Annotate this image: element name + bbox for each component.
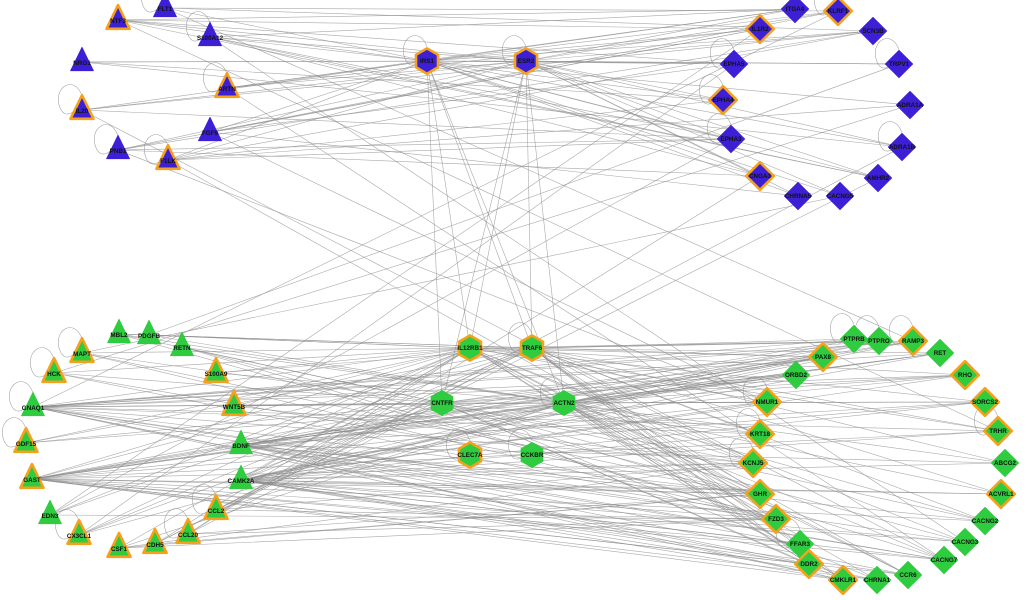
svg-text:CDH5: CDH5 (146, 542, 164, 549)
svg-text:IL1R2: IL1R2 (751, 26, 769, 33)
svg-text:CSF1: CSF1 (111, 546, 128, 553)
svg-text:FLT1: FLT1 (158, 6, 173, 13)
svg-text:CNTFR: CNTFR (431, 400, 453, 407)
svg-text:EPHA5: EPHA5 (724, 61, 745, 68)
svg-text:MBL2: MBL2 (110, 332, 128, 339)
svg-text:S100A12: S100A12 (197, 35, 224, 42)
svg-text:FZD3: FZD3 (768, 516, 784, 523)
svg-text:IRS1: IRS1 (420, 58, 434, 65)
svg-text:TRHR: TRHR (989, 428, 1007, 435)
svg-text:PTPRB: PTPRB (843, 336, 865, 343)
svg-text:NRG1: NRG1 (73, 60, 91, 67)
svg-text:CCR6: CCR6 (899, 572, 917, 579)
svg-text:SORCS2: SORCS2 (972, 399, 998, 406)
svg-text:DDR2: DDR2 (800, 561, 818, 568)
svg-text:ITGA4: ITGA4 (786, 6, 805, 13)
svg-text:RETN: RETN (173, 345, 191, 352)
svg-text:ADRA1B: ADRA1B (889, 144, 916, 151)
svg-text:CHRNA1: CHRNA1 (864, 577, 891, 584)
svg-text:NTF3: NTF3 (110, 18, 126, 25)
svg-text:KRT18: KRT18 (750, 431, 770, 438)
svg-text:CACNG2: CACNG2 (972, 518, 999, 525)
svg-text:TRAF6: TRAF6 (522, 345, 543, 352)
svg-text:KCNJ5: KCNJ5 (743, 460, 764, 467)
svg-text:CNGA3: CNGA3 (749, 173, 772, 180)
svg-text:CHRNA5: CHRNA5 (785, 193, 812, 200)
svg-text:CCL2: CCL2 (208, 508, 225, 515)
svg-text:GHR: GHR (753, 491, 767, 498)
svg-text:WNT5B: WNT5B (223, 404, 246, 411)
svg-text:PTPRO: PTPRO (868, 338, 890, 345)
svg-text:IL12RB1: IL12RB1 (457, 345, 483, 352)
svg-text:CACNG7: CACNG7 (931, 557, 958, 564)
svg-text:PAX8: PAX8 (815, 354, 831, 361)
svg-text:CCKBR: CCKBR (521, 452, 544, 459)
svg-text:CMKLR1: CMKLR1 (830, 577, 857, 584)
svg-text:GNAQ1: GNAQ1 (22, 405, 45, 412)
svg-text:RET: RET (934, 350, 947, 357)
svg-text:ADRA1A: ADRA1A (897, 102, 924, 109)
svg-text:TRPV1: TRPV1 (889, 61, 910, 68)
svg-text:IL20: IL20 (76, 108, 89, 115)
svg-text:AMHR2: AMHR2 (867, 175, 890, 182)
svg-text:CAMK2A: CAMK2A (228, 478, 255, 485)
svg-text:HCK: HCK (47, 371, 61, 378)
svg-text:SCN3B: SCN3B (862, 28, 884, 35)
svg-text:EPHA4: EPHA4 (713, 97, 734, 104)
svg-text:NMUR1: NMUR1 (756, 399, 779, 406)
svg-text:ACVRL1: ACVRL1 (988, 491, 1014, 498)
svg-text:CACNG5: CACNG5 (827, 193, 854, 200)
svg-text:GDF15: GDF15 (16, 441, 37, 448)
svg-text:S100A9: S100A9 (205, 371, 228, 378)
svg-text:RAMP3: RAMP3 (902, 338, 925, 345)
svg-text:KLRF1: KLRF1 (828, 8, 849, 15)
svg-text:CX3CL1: CX3CL1 (67, 533, 92, 540)
svg-text:FGF9: FGF9 (202, 130, 219, 137)
svg-text:ESR2: ESR2 (518, 58, 535, 65)
svg-text:PNB1: PNB1 (110, 148, 127, 155)
svg-text:GAST: GAST (23, 477, 41, 484)
svg-text:BDNF: BDNF (232, 443, 250, 450)
svg-text:FFAR3: FFAR3 (790, 541, 810, 548)
svg-text:RHO: RHO (958, 372, 972, 379)
svg-text:EDN3: EDN3 (42, 513, 59, 520)
svg-text:CLEC7A: CLEC7A (457, 452, 483, 459)
svg-text:ACTN2: ACTN2 (554, 400, 575, 407)
svg-text:ARTN: ARTN (218, 86, 236, 93)
svg-text:EPHA3: EPHA3 (721, 136, 742, 143)
svg-text:PDGFB: PDGFB (138, 333, 160, 340)
svg-text:CACNG3: CACNG3 (952, 539, 979, 546)
svg-text:ORBD2: ORBD2 (785, 372, 808, 379)
svg-text:F1LK: F1LK (160, 158, 176, 165)
svg-text:ABCG2: ABCG2 (994, 460, 1017, 467)
svg-text:MAPT: MAPT (73, 351, 91, 358)
svg-text:CCL20: CCL20 (178, 532, 198, 539)
